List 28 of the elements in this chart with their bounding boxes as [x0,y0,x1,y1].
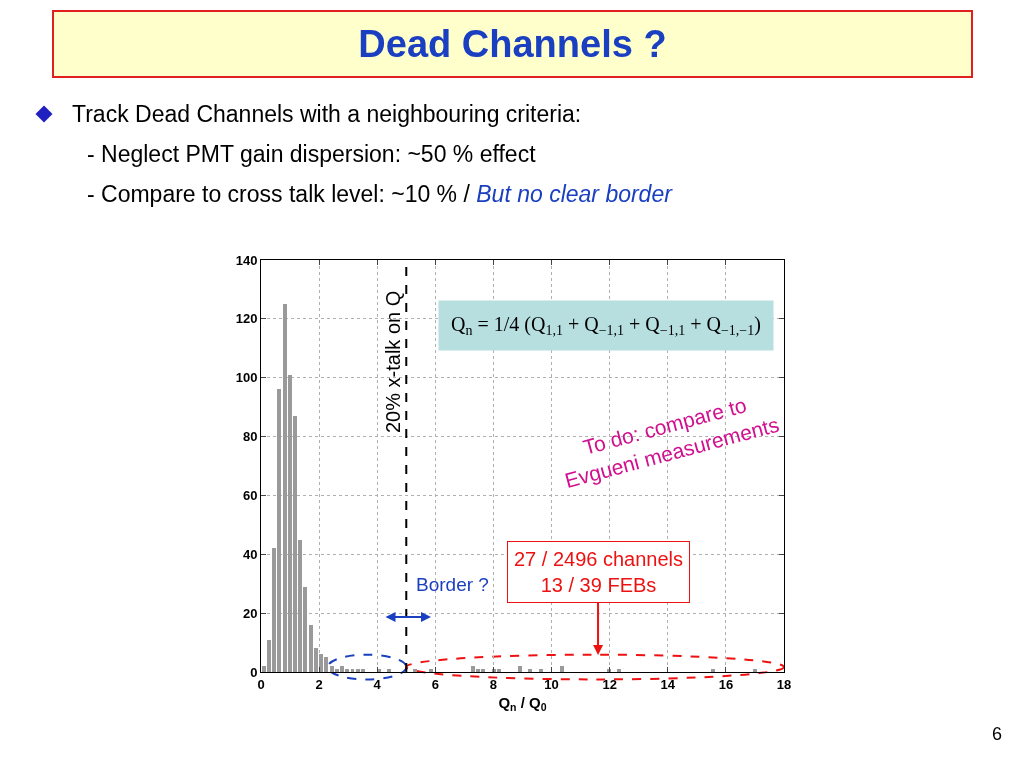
annotation: Border ? [416,574,489,595]
y-tick-label: 80 [242,429,258,445]
y-tick-label: 140 [235,252,258,268]
x-tick-label: 12 [602,676,617,692]
x-tick-label: 16 [718,676,734,692]
x-tick-label: 18 [776,676,792,692]
x-tick-label: 4 [373,676,382,692]
y-tick-label: 40 [242,546,258,562]
y-tick-label: 60 [242,487,258,503]
x-tick-label: 2 [315,676,323,692]
x-tick-label: 14 [660,676,676,692]
text: - Compare to cross talk level: ~10 % / [87,181,470,207]
annotation: 27 / 2496 channels 13 / 39 FEBs [514,548,684,596]
x-tick-label: 8 [489,676,498,692]
x-tick-label: 10 [544,676,559,692]
chart-subtitle: Track Dead Channels with a neighbouring criteria: [72,101,582,128]
text: - Neglect PMT gain dispersion: ~50 % effect [87,141,536,168]
text: Q$_{n}$ = 1/4 (Q$_{1,1}$ + Q$_{−1,1}$ + Q$_{−1,1}$ + Q$_{−1,−1}$) [451,313,761,339]
ref-line-label: 20% x-talk on Q [382,290,405,434]
y-tick-label: 100 [235,370,258,386]
x-tick-label: 6 [431,676,439,692]
y-tick-label: 120 [235,311,258,327]
x-axis-title: Q$_{n}$ / Q$_{0}$ [498,693,547,713]
text: 6 [992,724,1003,744]
y-tick-label: 0 [250,664,258,680]
chart-title: Dead Channels ? [52,10,973,78]
text: But no clear border [476,181,672,207]
y-tick-label: 20 [242,605,258,621]
